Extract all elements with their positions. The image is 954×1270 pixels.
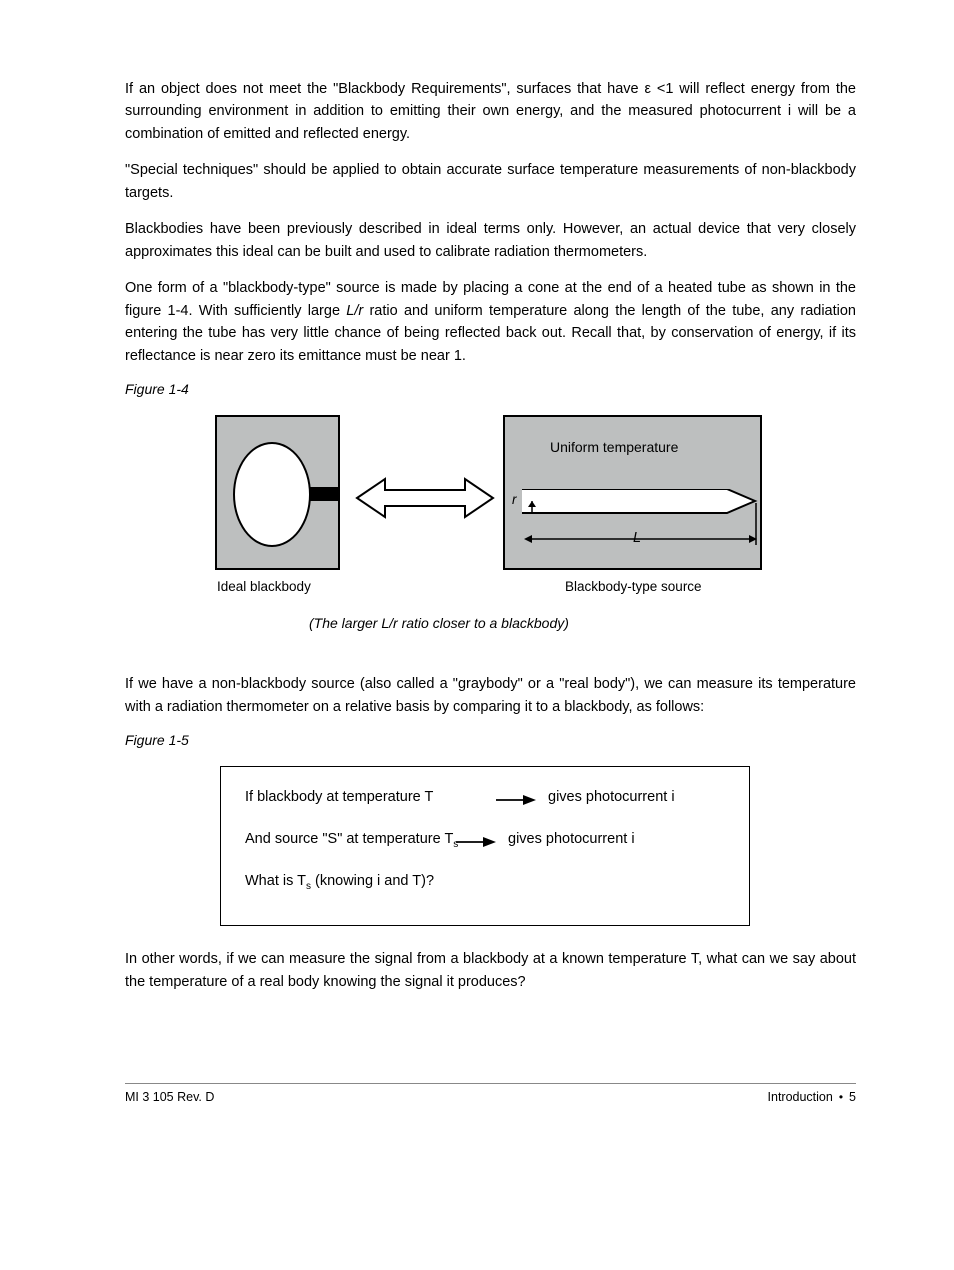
page: If an object does not meet the "Blackbod… — [0, 0, 954, 1270]
figure-1-4: Ideal blackbody Uniform temperature — [215, 415, 856, 655]
figure-1-4-label: Figure 1-4 — [125, 381, 856, 397]
uniform-temperature-label: Uniform temperature — [550, 439, 678, 455]
l-label: L — [633, 530, 641, 546]
fig5-line3-end: (knowing i and T)? — [311, 873, 434, 889]
blackbody-aperture-icon — [233, 442, 311, 547]
ideal-blackbody-label: Ideal blackbody — [217, 579, 311, 594]
paragraph-2: "Special techniques" should be applied t… — [125, 159, 856, 204]
paragraph-6: In other words, if we can measure the si… — [125, 948, 856, 993]
footer-left: MI 3 105 Rev. D — [125, 1090, 214, 1104]
paragraph-5: If we have a non-blackbody source (also … — [125, 673, 856, 718]
fig5-line2-then: gives photocurrent i — [508, 831, 635, 847]
figure-1-5: If blackbody at temperature T gives phot… — [220, 766, 750, 926]
double-arrow-icon — [355, 475, 495, 521]
blackbody-source-label: Blackbody-type source — [565, 579, 702, 594]
arrow-right-icon — [456, 835, 496, 849]
footer: MI 3 105 Rev. D Introduction • 5 — [125, 1084, 856, 1104]
figure-1-5-label: Figure 1-5 — [125, 732, 856, 748]
paragraph-1: If an object does not meet the "Blackbod… — [125, 78, 856, 145]
fig5-line2-if: And source "S" at temperature Ts — [245, 831, 458, 850]
fig5-line1-if: If blackbody at temperature T — [245, 789, 433, 805]
fig5-line2-if-text: And source "S" at temperature T — [245, 831, 453, 847]
figure-1-4-caption: (The larger L/r ratio closer to a blackb… — [309, 615, 569, 631]
footer-page-number: 5 — [849, 1090, 856, 1104]
paragraph-4-frac: L/r — [346, 303, 363, 319]
paragraph-4: One form of a "blackbody-type" source is… — [125, 277, 856, 367]
cavity-icon — [502, 489, 764, 559]
blackbody-slot-icon — [310, 487, 340, 501]
paragraph-3: Blackbodies have been previously describ… — [125, 218, 856, 263]
ideal-blackbody-box — [215, 415, 340, 570]
footer-right: Introduction • 5 — [768, 1090, 856, 1104]
arrow-right-icon — [496, 793, 536, 807]
r-label: r — [512, 492, 517, 507]
fig5-line3-what: What is T — [245, 873, 306, 889]
bullet-icon: • — [839, 1091, 843, 1103]
fig5-line1-then: gives photocurrent i — [548, 789, 675, 805]
footer-section: Introduction — [768, 1090, 833, 1104]
fig5-line3: What is Ts (knowing i and T)? — [245, 873, 434, 892]
